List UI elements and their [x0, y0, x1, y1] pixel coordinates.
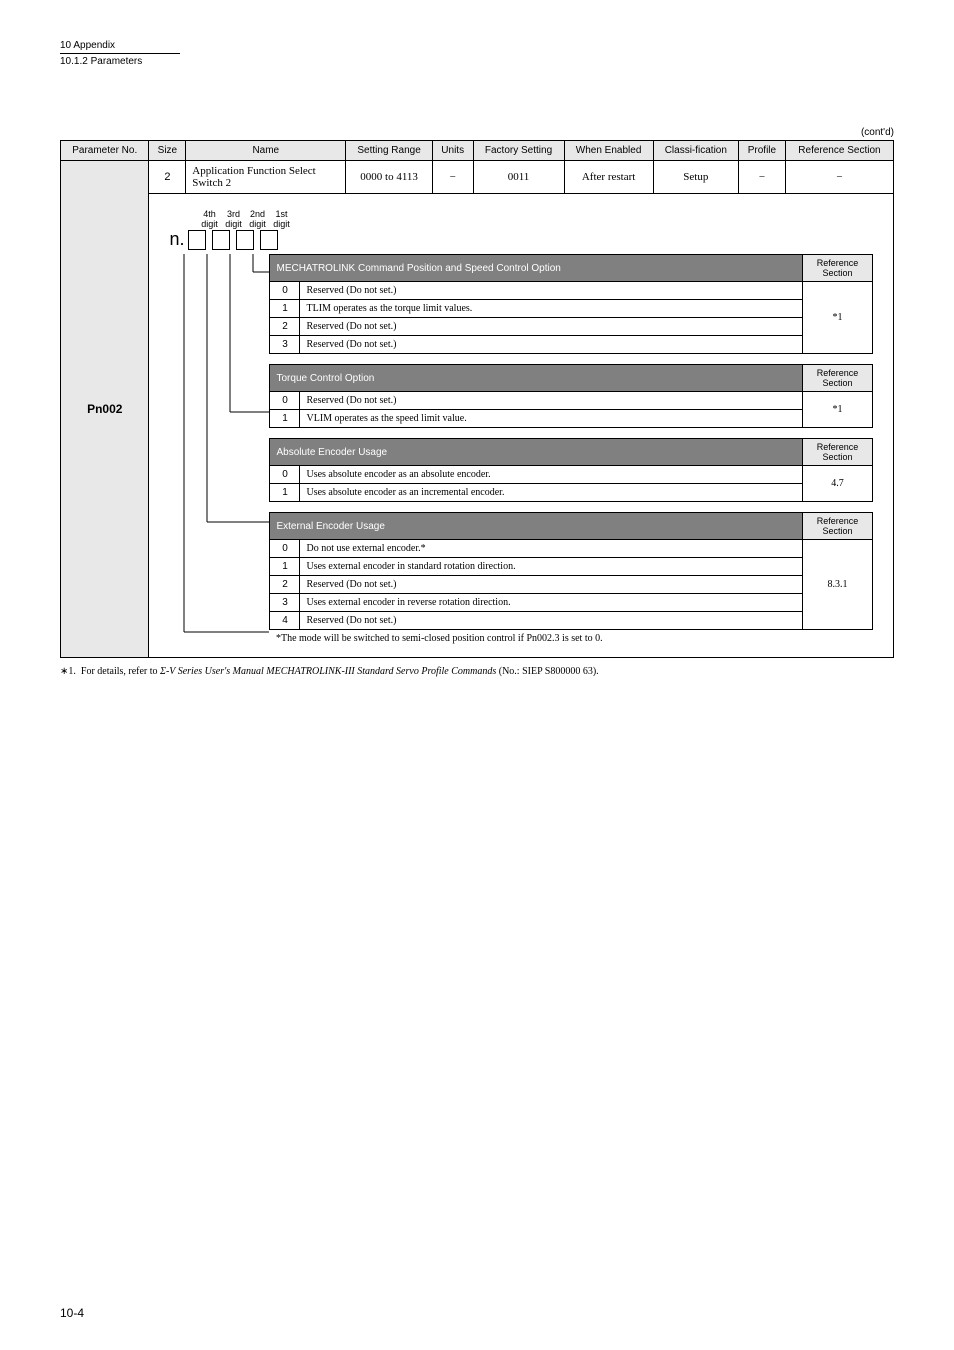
digit-boxes: n. — [169, 229, 873, 250]
page-header: 10 Appendix 10.1.2 Parameters — [60, 40, 894, 67]
digit-box-3 — [212, 230, 230, 250]
digit-box-1 — [260, 230, 278, 250]
sub4-title: External Encoder Usage — [270, 513, 803, 540]
size-cell: 2 — [149, 161, 186, 194]
sub1-title: MECHATROLINK Command Position and Speed … — [270, 255, 803, 282]
profile-cell: − — [738, 161, 785, 194]
ref-cell: − — [785, 161, 893, 194]
section-label: 10.1.2 Parameters — [60, 53, 180, 67]
parameter-table: Parameter No. Size Name Setting Range Un… — [60, 140, 894, 658]
digit-labels-bottom: digit digit digit digit — [197, 219, 873, 229]
n-prefix: n. — [169, 229, 184, 250]
digit-box-4 — [188, 230, 206, 250]
sub4-ref-header: Reference Section — [803, 513, 873, 540]
factory-cell: 0011 — [473, 161, 564, 194]
sub-table-2: Torque Control Option Reference Section … — [269, 364, 873, 428]
detail-container: 4th 3rd 2nd 1st digit digit digit digit … — [149, 194, 893, 657]
header-ref: Reference Section — [785, 141, 893, 161]
sub-table-3: Absolute Encoder Usage Reference Section… — [269, 438, 873, 502]
tree-lines — [169, 254, 269, 647]
sub1-ref-header: Reference Section — [803, 255, 873, 282]
continued-label: (cont'd) — [60, 127, 894, 138]
sub2-ref-header: Reference Section — [803, 365, 873, 392]
digit-box-2 — [236, 230, 254, 250]
header-size: Size — [149, 141, 186, 161]
sub-table-1: MECHATROLINK Command Position and Speed … — [269, 254, 873, 354]
header-factory: Factory Setting — [473, 141, 564, 161]
sub4-footnote: *The mode will be switched to semi-close… — [270, 630, 873, 648]
setting-cell: 0000 to 4113 — [346, 161, 433, 194]
header-param-no: Parameter No. — [61, 141, 149, 161]
name-cell: Application Function Select Switch 2 — [186, 161, 346, 194]
when-cell: After restart — [564, 161, 653, 194]
sub3-ref-header: Reference Section — [803, 439, 873, 466]
param-no-cell: Pn002 — [61, 161, 149, 658]
chapter-label: 10 Appendix — [60, 40, 894, 51]
classi-cell: Setup — [653, 161, 738, 194]
header-classi: Classi-fication — [653, 141, 738, 161]
header-profile: Profile — [738, 141, 785, 161]
page-number: 10-4 — [60, 1306, 84, 1320]
units-cell: − — [432, 161, 473, 194]
header-units: Units — [432, 141, 473, 161]
sub-table-4: External Encoder Usage Reference Section… — [269, 512, 873, 647]
header-setting: Setting Range — [346, 141, 433, 161]
sub3-title: Absolute Encoder Usage — [270, 439, 803, 466]
header-when: When Enabled — [564, 141, 653, 161]
header-name: Name — [186, 141, 346, 161]
digit-labels-top: 4th 3rd 2nd 1st — [197, 209, 873, 219]
sub2-title: Torque Control Option — [270, 365, 803, 392]
